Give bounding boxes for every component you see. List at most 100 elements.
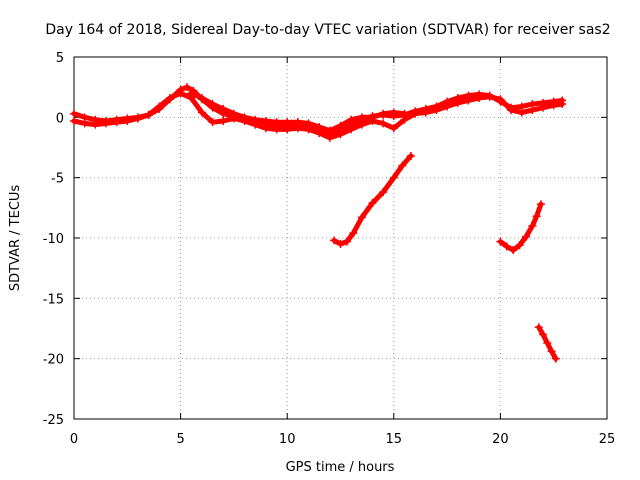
- data-point: [357, 213, 366, 222]
- data-point: [389, 173, 398, 182]
- data-point: [432, 106, 441, 115]
- data-point: [261, 116, 270, 125]
- data-point: [502, 242, 511, 251]
- data-point: [283, 118, 292, 127]
- data-point: [197, 108, 206, 117]
- data-point: [464, 96, 473, 105]
- series-track-f: [534, 323, 560, 363]
- axis-ticks: 0 5 10 15 20 25 5 0 -5 -10 -15 -20 -25: [43, 51, 616, 447]
- data-point: [549, 101, 558, 110]
- data-point: [219, 116, 228, 125]
- y-tick-label: -25: [43, 413, 64, 428]
- data-point: [342, 237, 351, 246]
- data-point: [182, 83, 191, 92]
- chart-title: Day 164 of 2018, Sidereal Day-to-day VTE…: [45, 22, 610, 38]
- series-band: [188, 90, 414, 134]
- y-axis-label: SDTVAR / TECUs: [8, 185, 23, 292]
- data-point: [521, 232, 530, 241]
- data-point: [379, 109, 388, 118]
- data-point: [357, 120, 366, 129]
- data-point: [443, 102, 452, 111]
- series-track-d: [330, 151, 415, 249]
- data-point: [536, 200, 545, 209]
- data-point: [325, 126, 334, 135]
- x-axis-label: GPS time / hours: [286, 460, 395, 475]
- data-point: [272, 125, 281, 134]
- series-band: [331, 153, 414, 247]
- data-point: [155, 102, 164, 111]
- data-point: [261, 124, 270, 133]
- data-point: [539, 103, 548, 112]
- data-point: [368, 113, 377, 122]
- y-tick-label: -5: [51, 172, 64, 187]
- series-track-e: [496, 200, 545, 255]
- data-point: [176, 89, 185, 98]
- data-point: [293, 118, 302, 127]
- data-point: [229, 109, 238, 118]
- data-point: [421, 108, 430, 117]
- y-tick-label: -15: [43, 292, 64, 307]
- data-point: [517, 108, 526, 117]
- data-point: [539, 330, 548, 339]
- data-point: [330, 236, 339, 245]
- data-point: [315, 122, 324, 131]
- data-point: [389, 124, 398, 133]
- data-point: [558, 100, 567, 109]
- data-point: [368, 199, 377, 208]
- data-series: [70, 83, 567, 363]
- data-point: [70, 116, 78, 125]
- series-track-b: [70, 89, 567, 142]
- data-point: [165, 94, 174, 103]
- data-point: [219, 104, 228, 113]
- data-point: [208, 118, 217, 127]
- x-tick-label: 20: [492, 432, 509, 447]
- data-point: [80, 119, 89, 128]
- data-point: [532, 212, 541, 221]
- data-point: [283, 125, 292, 134]
- x-tick-label: 10: [279, 432, 296, 447]
- y-tick-label: -20: [43, 353, 64, 368]
- data-point: [101, 119, 110, 128]
- data-point: [515, 241, 524, 250]
- data-point: [347, 125, 356, 134]
- data-point: [475, 94, 484, 103]
- series-track-c: [187, 89, 415, 135]
- data-point: [496, 95, 505, 104]
- data-point: [400, 109, 409, 118]
- x-tick-label: 0: [70, 432, 78, 447]
- data-point: [325, 133, 334, 142]
- data-point: [112, 118, 121, 127]
- y-tick-label: -10: [43, 232, 64, 247]
- data-point: [379, 188, 388, 197]
- data-point: [349, 229, 358, 238]
- y-tick-label: 0: [56, 111, 64, 126]
- data-point: [389, 108, 398, 117]
- data-point: [485, 92, 494, 101]
- x-tick-label: 15: [386, 432, 403, 447]
- data-point: [379, 119, 388, 128]
- data-point: [507, 106, 516, 115]
- data-point: [91, 120, 100, 129]
- data-point: [70, 109, 78, 118]
- y-tick-label: 5: [56, 51, 64, 66]
- data-point: [528, 106, 537, 115]
- data-point: [347, 115, 356, 124]
- x-tick-label: 25: [599, 432, 616, 447]
- data-point: [543, 338, 552, 347]
- data-point: [528, 221, 537, 230]
- data-point: [304, 119, 313, 128]
- data-point: [453, 98, 462, 107]
- x-tick-label: 5: [176, 432, 184, 447]
- data-point: [406, 151, 415, 160]
- data-point: [534, 323, 543, 332]
- data-point: [123, 116, 132, 125]
- data-point: [251, 115, 260, 124]
- data-point: [187, 89, 196, 98]
- data-point: [357, 113, 366, 122]
- data-point: [133, 114, 142, 123]
- data-point: [144, 110, 153, 119]
- data-point: [272, 118, 281, 127]
- data-point: [197, 94, 206, 103]
- data-point: [336, 130, 345, 139]
